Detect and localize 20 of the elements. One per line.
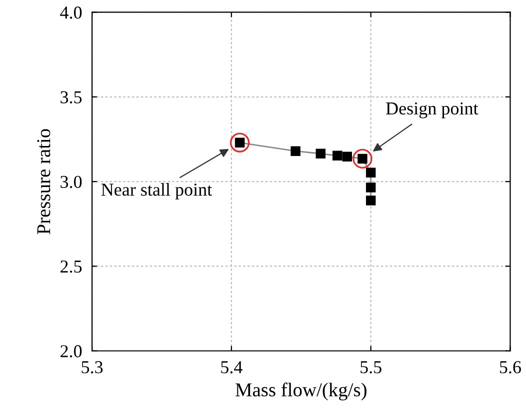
point (332, 150, 342, 161)
annotation: Near stall point (101, 183, 212, 200)
point (366, 168, 376, 178)
x-axis-title: Mass flow/(kg/s) (236, 382, 366, 400)
point (366, 196, 376, 206)
y-tick-label: 4.0 (60, 6, 82, 19)
point (366, 182, 376, 192)
annotation: Design point (386, 102, 478, 118)
x-tick-label: 5.5 (360, 361, 382, 374)
point (342, 152, 352, 162)
point (290, 146, 300, 156)
point (316, 148, 326, 158)
y-tick-label: 3.0 (60, 176, 82, 188)
x-tick-label: 5.6 (500, 361, 521, 374)
y-tick-label: 3.5 (60, 91, 82, 104)
y-tick-label: 2.0 (60, 345, 82, 358)
x-tick-label: 5.3 (82, 361, 103, 374)
x-tick-label: 5.4 (221, 361, 242, 374)
y-axis-title: Pressure ratio (37, 129, 50, 234)
y-tick-label: 2.5 (60, 260, 82, 273)
